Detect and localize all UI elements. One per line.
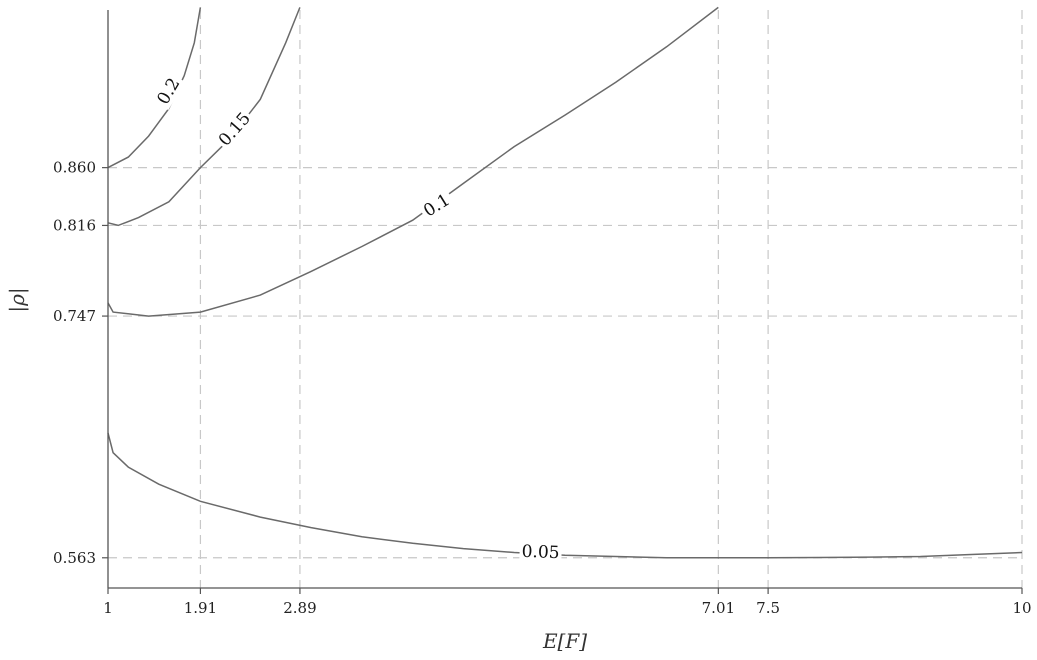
x-tick-label: 1 xyxy=(103,599,113,617)
y-tick-label: 0.563 xyxy=(53,549,96,567)
contour-label-bg xyxy=(151,71,186,111)
contour-lines: 0.20.150.10.05 xyxy=(107,6,1023,563)
x-tick-label: 1.91 xyxy=(184,599,217,617)
contour-label-bg xyxy=(519,540,563,563)
contour-line-0-1 xyxy=(107,6,719,317)
grid xyxy=(108,10,1023,588)
contour-label-group: 0.05 xyxy=(519,540,563,563)
x-tick-label: 7.5 xyxy=(756,599,780,617)
contour-line-0-2 xyxy=(107,7,202,169)
contour-label-bg xyxy=(417,187,456,223)
contour-line-0-05 xyxy=(107,432,1023,559)
y-tick-label: 0.816 xyxy=(53,216,96,234)
x-axis-title: E[F] xyxy=(542,629,587,653)
x-tick-label: 7.01 xyxy=(702,599,735,617)
axes: 1 1.91 2.89 7.01 7.5 10 0.563 0.747 0.816 0.860 xyxy=(53,10,1032,617)
y-axis-title: |ρ| xyxy=(5,287,30,312)
x-tick-label: 2.89 xyxy=(283,599,316,617)
contour-label: 0.05 xyxy=(521,542,560,563)
x-tick-label: 10 xyxy=(1012,599,1031,617)
contour-label-bg xyxy=(212,106,256,152)
contour-line-0-15 xyxy=(107,7,301,227)
y-tick-label: 0.860 xyxy=(53,159,96,177)
contour-label-group: 0.2 xyxy=(151,71,186,111)
y-tick-label: 0.747 xyxy=(53,307,96,325)
